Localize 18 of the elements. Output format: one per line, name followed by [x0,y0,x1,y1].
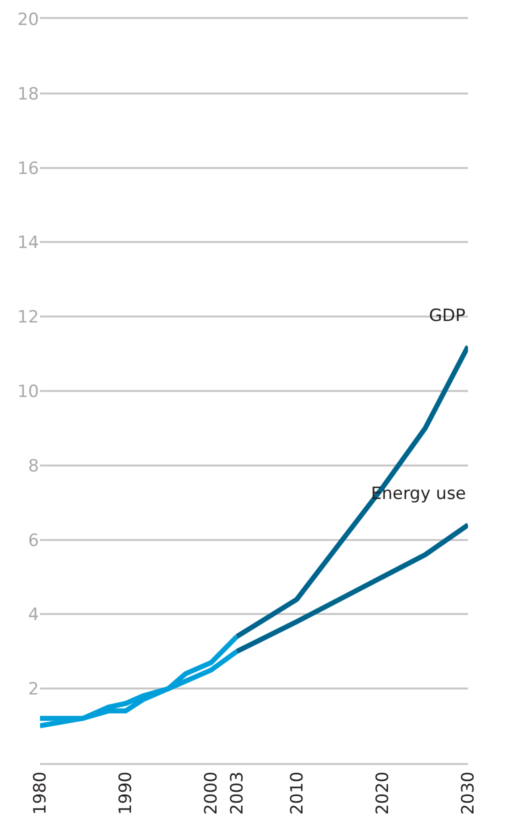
x-tick-label: 2003 [227,772,248,815]
y-tick-label: 8 [28,456,39,476]
y-tick-label: 16 [17,158,39,179]
y-tick-label: 20 [17,10,39,30]
x-tick-label: 2020 [372,772,393,815]
x-tick-label: 1990 [116,772,136,815]
y-tick-label: 2 [28,680,39,700]
x-tick-label: 2030 [458,772,479,815]
x-tick-label: 2000 [202,772,222,815]
y-tick-label: 14 [17,233,39,254]
y-tick-label: 4 [28,605,39,626]
x-tick-label: 1980 [30,772,51,815]
y-tick-label: 18 [17,84,39,104]
y-tick-label: 6 [28,530,39,551]
annotation: GDP [429,306,466,326]
y-tick-label: 12 [17,308,39,328]
y-tick-label: 10 [17,382,39,402]
x-tick-label: 2010 [287,772,308,815]
